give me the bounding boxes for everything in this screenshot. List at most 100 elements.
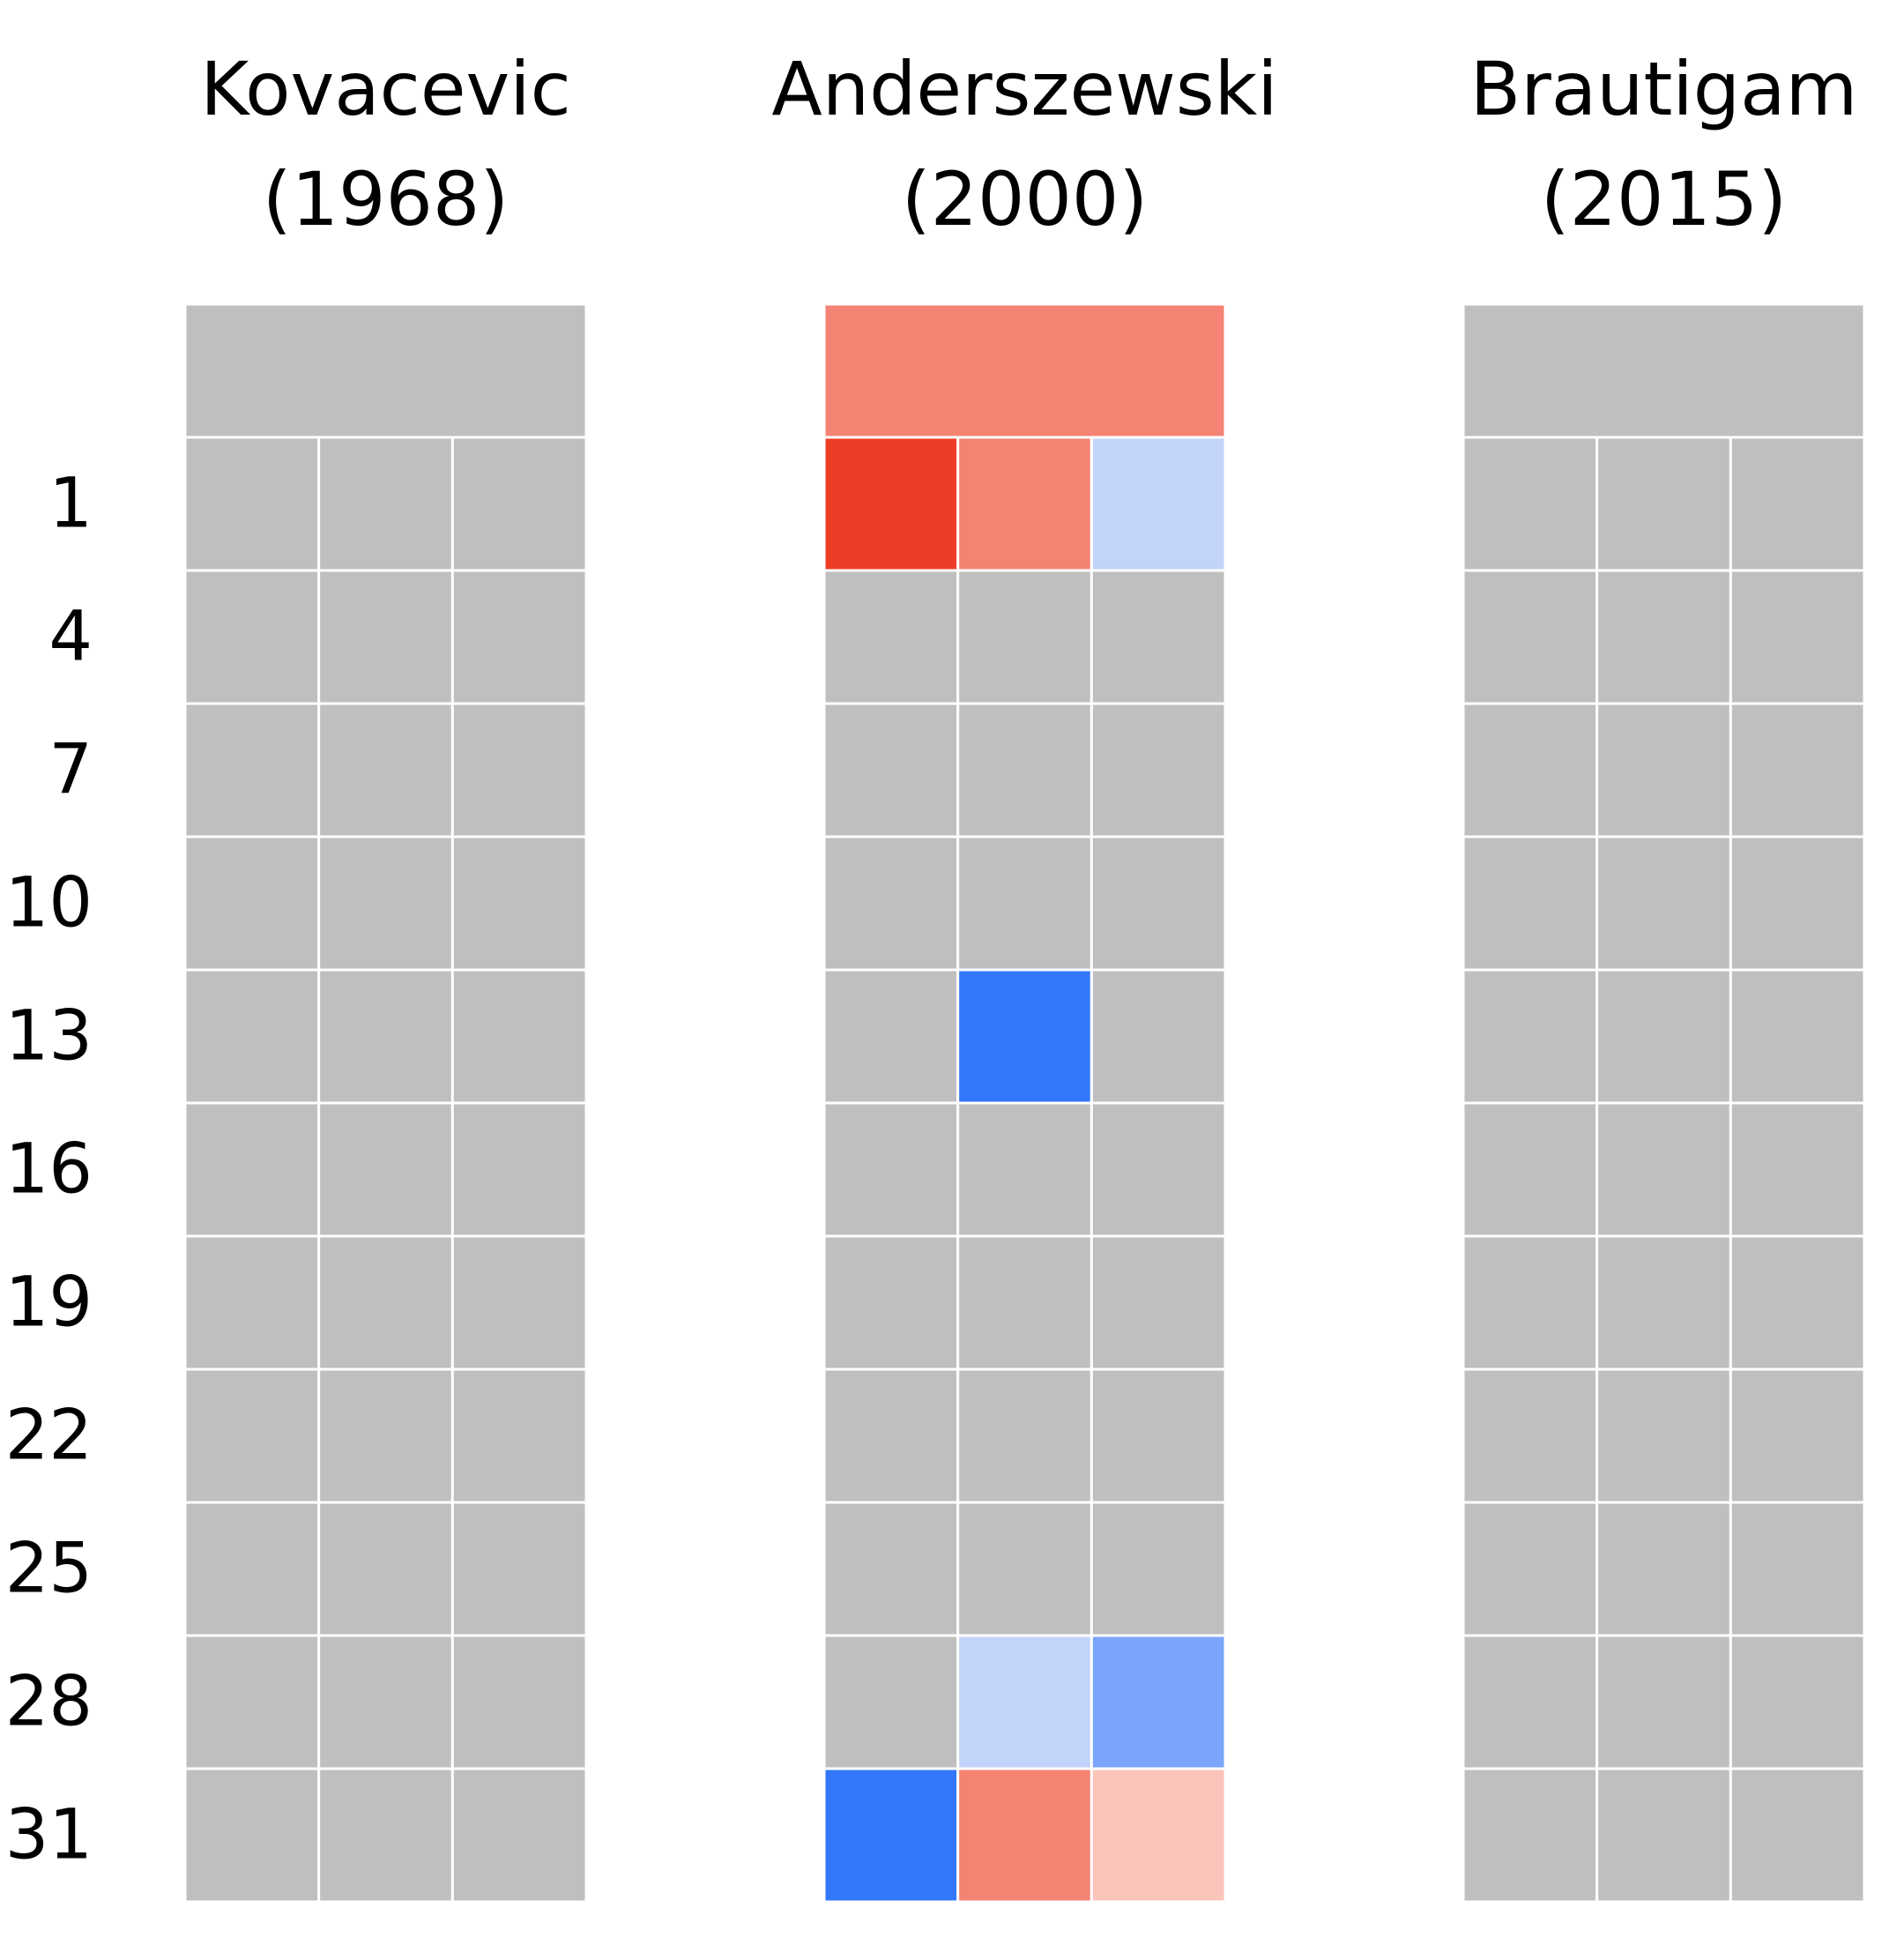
heatmap-cell [956, 436, 1093, 572]
heatmap-cell [183, 569, 321, 705]
panel-1: Kovacevic (1968) [183, 46, 588, 1904]
heatmap-cell [1729, 1101, 1866, 1238]
heatmap-cell [1461, 835, 1599, 972]
heatmap-cell [183, 1368, 321, 1504]
heatmap-cell [822, 702, 960, 838]
panel-3: Brautigam (2015) [1461, 46, 1866, 1904]
heatmap-cell [1461, 1101, 1599, 1238]
heatmap-cell [317, 436, 454, 572]
panel-title-name: Kovacevic [200, 46, 571, 132]
heatmap-cell [317, 1634, 454, 1770]
heatmap-cell [1090, 1634, 1227, 1770]
heatmap-cell [450, 1234, 588, 1371]
panel-title-year: (1968) [263, 156, 509, 242]
heatmap-cell [1729, 1234, 1866, 1371]
heatmap-cell [1595, 835, 1732, 972]
row-label: 31 [5, 1796, 93, 1875]
heatmap-cell [956, 968, 1093, 1105]
heatmap-cell [183, 1767, 321, 1904]
heatmap-cell [1729, 835, 1866, 972]
heatmap-cell [450, 968, 588, 1105]
row-label: 25 [5, 1530, 93, 1609]
heatmap-cell [183, 968, 321, 1105]
heatmap-cell [317, 1767, 454, 1904]
heatmap-cell [1461, 1234, 1599, 1371]
heatmap-cell [183, 1501, 321, 1637]
heatmap-cell [450, 702, 588, 838]
heatmap-cell [450, 1634, 588, 1770]
heatmap-cell [183, 702, 321, 838]
heatmap-cell [1461, 436, 1599, 572]
heatmap-cell [1090, 569, 1227, 705]
heatmap-cell [450, 569, 588, 705]
heatmap-cell [956, 1767, 1093, 1904]
heatmap-cell [1461, 702, 1599, 838]
heatmap-cell [956, 1634, 1093, 1770]
heatmap-cell [822, 569, 960, 705]
row-label: 4 [48, 598, 93, 677]
heatmap-cell [956, 1368, 1093, 1504]
heatmap-cell [822, 1234, 960, 1371]
heatmap-cell [1461, 1767, 1599, 1904]
heatmap-cell [1461, 569, 1599, 705]
heatmap-cell [1729, 1634, 1866, 1770]
heatmap-cell [1595, 1101, 1732, 1238]
heatmap-cell [1461, 1634, 1599, 1770]
heatmap-cell [1729, 1767, 1866, 1904]
heatmap-cell [1729, 702, 1866, 838]
heatmap-cell [450, 1368, 588, 1504]
heatmap-cell [183, 1234, 321, 1371]
heatmap-cell [1595, 702, 1732, 838]
heatmap-cell [956, 1501, 1093, 1637]
heatmap-cell [317, 968, 454, 1105]
heatmap-cell [1595, 1501, 1732, 1637]
row-label: 19 [5, 1263, 93, 1343]
heatmap-cell [956, 702, 1093, 838]
heatmap-cell [183, 1101, 321, 1238]
heatmap-cell [822, 1501, 960, 1637]
row-label: 22 [5, 1397, 93, 1476]
heatmap-cell [1595, 968, 1732, 1105]
heatmap-cell [1090, 835, 1227, 972]
heatmap-cell [1090, 968, 1227, 1105]
heatmap-cell [1090, 1101, 1227, 1238]
heatmap-cell [822, 436, 960, 572]
heatmap-cell [450, 1767, 588, 1904]
heatmap-cell [317, 569, 454, 705]
row-label: 10 [5, 864, 93, 943]
panel-title-year: (2000) [902, 156, 1148, 242]
row-label: 7 [48, 731, 93, 810]
heatmap-cell [450, 436, 588, 572]
panel-title-name: Anderszewski [771, 46, 1277, 132]
heatmap-cell [822, 1101, 960, 1238]
row-label: 13 [5, 997, 93, 1077]
heatmap-cell [1729, 436, 1866, 572]
heatmap-cell [956, 569, 1093, 705]
row-label: 1 [48, 465, 93, 544]
heatmap-cell [1729, 1501, 1866, 1637]
heatmap-cell [822, 1368, 960, 1504]
row-label: 28 [5, 1663, 93, 1742]
heatmap-cell [1461, 1501, 1599, 1637]
panel-title-year: (2015) [1541, 156, 1787, 242]
heatmap-cell [183, 835, 321, 972]
panel-title-name: Brautigam [1470, 46, 1858, 132]
heatmap-cell [1595, 1634, 1732, 1770]
heatmap-cell [1595, 1234, 1732, 1371]
heatmap-cell [1090, 1368, 1227, 1504]
heatmap-cell [317, 1368, 454, 1504]
heatmap-cell [317, 835, 454, 972]
heatmap-cell [1461, 1368, 1599, 1504]
row-label: 16 [5, 1130, 93, 1210]
heatmap-cell [1090, 702, 1227, 838]
heatmap-cell [822, 1767, 960, 1904]
heatmap-cell [1090, 1501, 1227, 1637]
heatmap-cell [1595, 569, 1732, 705]
heatmap-cell [1595, 1767, 1732, 1904]
heatmap-cell [1729, 968, 1866, 1105]
heatmap-cell [1461, 968, 1599, 1105]
heatmap-cell [1090, 1234, 1227, 1371]
heatmap-cell [1729, 569, 1866, 705]
heatmap-cell [1595, 436, 1732, 572]
heatmap-cell [1090, 1767, 1227, 1904]
